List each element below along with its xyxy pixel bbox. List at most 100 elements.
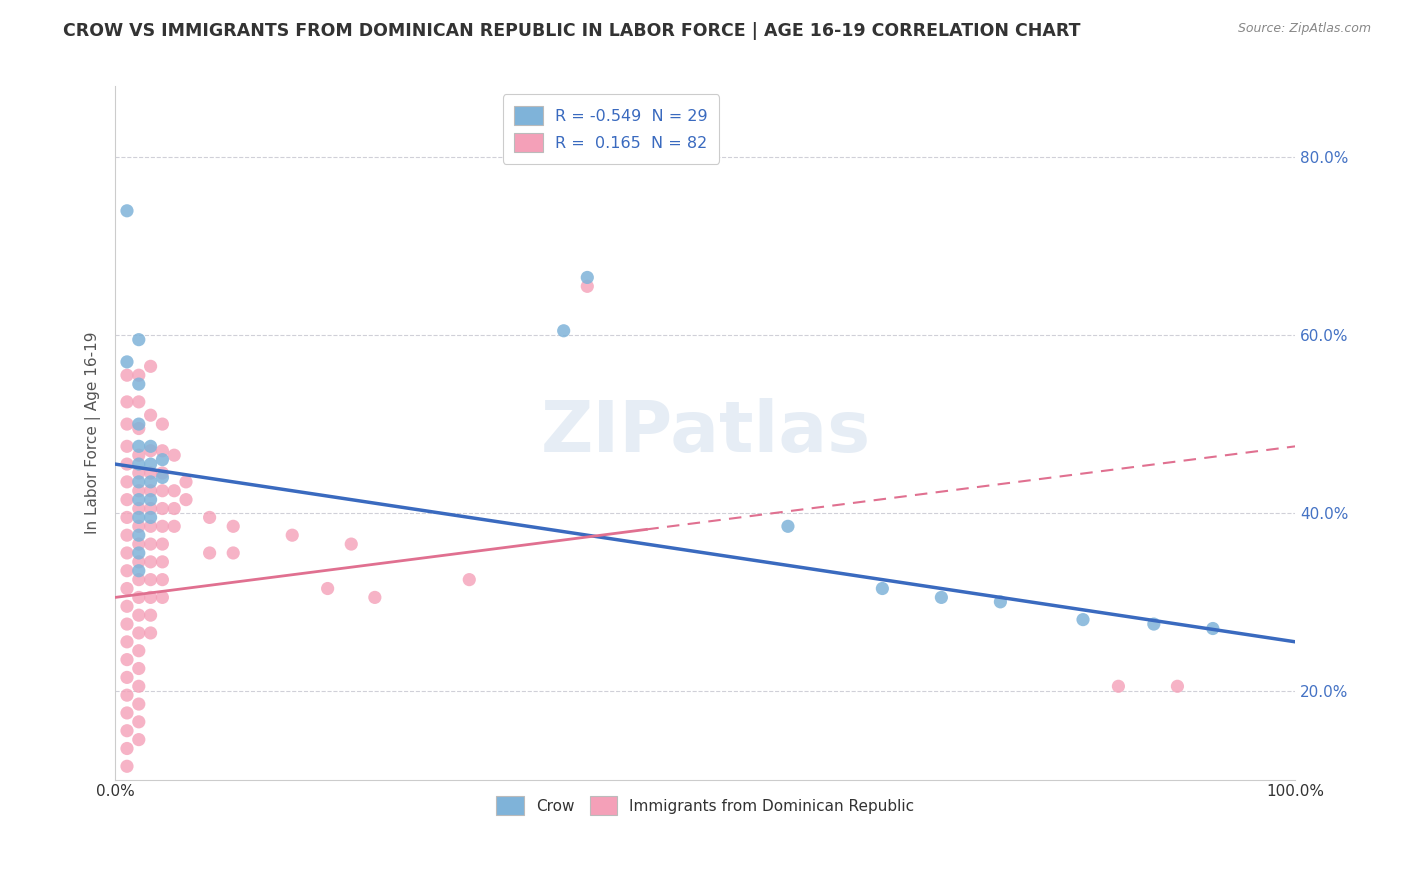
Point [115, 670, 138, 684]
Point [139, 591, 162, 605]
Point [115, 368, 138, 383]
Point [128, 626, 150, 640]
Point [115, 688, 138, 702]
Point [128, 528, 150, 542]
Point [128, 644, 150, 658]
Point [115, 652, 138, 666]
Point [115, 706, 138, 720]
Point [1143, 617, 1166, 632]
Point [128, 608, 150, 623]
Point [152, 537, 174, 551]
Point [139, 408, 162, 422]
Point [115, 475, 138, 489]
Point [128, 466, 150, 480]
Point [128, 519, 150, 533]
Point [115, 528, 138, 542]
Point [128, 439, 150, 453]
Point [576, 279, 599, 293]
Point [174, 492, 197, 507]
Point [139, 466, 162, 480]
Point [128, 395, 150, 409]
Point [139, 475, 162, 489]
Point [128, 714, 150, 729]
Point [931, 591, 953, 605]
Point [128, 421, 150, 435]
Point [198, 546, 221, 560]
Point [152, 443, 174, 458]
Point [872, 582, 894, 596]
Point [128, 483, 150, 498]
Point [139, 439, 162, 453]
Point [115, 617, 138, 632]
Point [139, 443, 162, 458]
Point [139, 537, 162, 551]
Point [128, 732, 150, 747]
Point [115, 355, 138, 369]
Point [128, 555, 150, 569]
Point [115, 564, 138, 578]
Point [553, 324, 575, 338]
Point [139, 510, 162, 524]
Point [128, 448, 150, 462]
Point [139, 608, 162, 623]
Point [163, 448, 186, 462]
Point [458, 573, 481, 587]
Point [364, 591, 387, 605]
Point [1202, 622, 1225, 636]
Text: Source: ZipAtlas.com: Source: ZipAtlas.com [1237, 22, 1371, 36]
Point [115, 457, 138, 471]
Text: ZIPatlas: ZIPatlas [540, 399, 870, 467]
Point [128, 661, 150, 675]
Point [576, 270, 599, 285]
Point [152, 452, 174, 467]
Point [139, 457, 162, 471]
Point [152, 573, 174, 587]
Point [115, 510, 138, 524]
Text: CROW VS IMMIGRANTS FROM DOMINICAN REPUBLIC IN LABOR FORCE | AGE 16-19 CORRELATIO: CROW VS IMMIGRANTS FROM DOMINICAN REPUBL… [63, 22, 1081, 40]
Point [115, 492, 138, 507]
Point [281, 528, 304, 542]
Point [128, 573, 150, 587]
Legend: Crow, Immigrants from Dominican Republic: Crow, Immigrants from Dominican Republic [486, 787, 924, 824]
Point [1166, 679, 1188, 693]
Point [115, 759, 138, 773]
Point [115, 417, 138, 431]
Point [115, 741, 138, 756]
Point [115, 546, 138, 560]
Point [128, 475, 150, 489]
Point [128, 591, 150, 605]
Point [128, 679, 150, 693]
Point [128, 510, 150, 524]
Point [128, 537, 150, 551]
Point [152, 501, 174, 516]
Point [128, 564, 150, 578]
Y-axis label: In Labor Force | Age 16-19: In Labor Force | Age 16-19 [86, 332, 101, 534]
Point [115, 439, 138, 453]
Point [163, 483, 186, 498]
Point [163, 519, 186, 533]
Point [152, 466, 174, 480]
Point [128, 457, 150, 471]
Point [128, 697, 150, 711]
Point [128, 377, 150, 392]
Point [152, 591, 174, 605]
Point [1107, 679, 1129, 693]
Point [152, 555, 174, 569]
Point [139, 483, 162, 498]
Point [128, 546, 150, 560]
Point [128, 333, 150, 347]
Point [139, 519, 162, 533]
Point [128, 492, 150, 507]
Point [115, 723, 138, 738]
Point [115, 203, 138, 218]
Point [128, 417, 150, 431]
Point [139, 573, 162, 587]
Point [139, 501, 162, 516]
Point [115, 599, 138, 614]
Point [152, 470, 174, 484]
Point [115, 582, 138, 596]
Point [139, 359, 162, 374]
Point [776, 519, 799, 533]
Point [198, 510, 221, 524]
Point [340, 537, 363, 551]
